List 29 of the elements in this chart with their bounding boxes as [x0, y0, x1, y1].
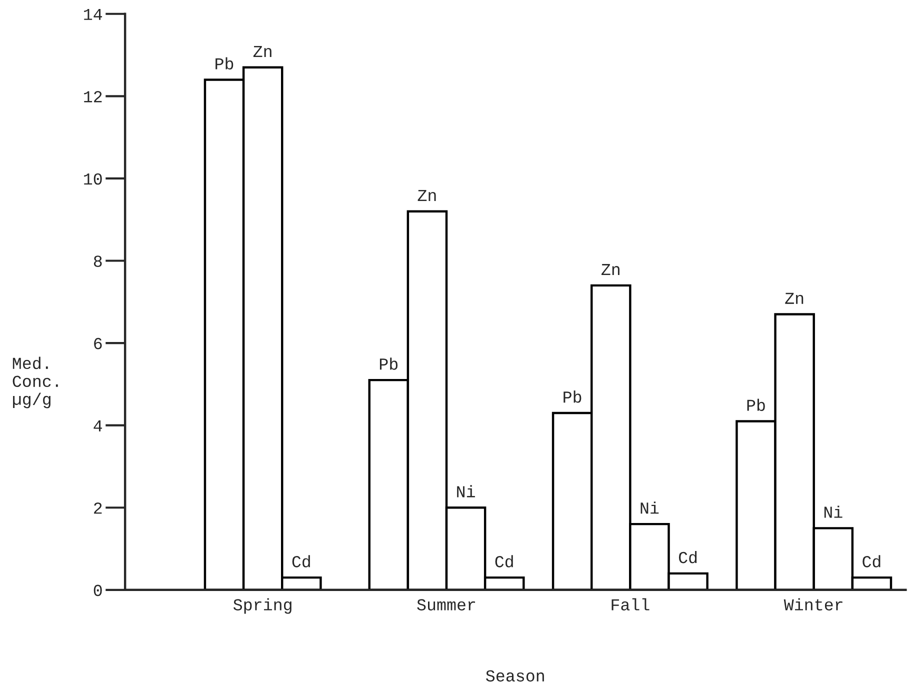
text: Cd — [862, 555, 880, 568]
y-tick-label: 2 — [94, 502, 102, 514]
text: Zn — [253, 46, 272, 57]
y-tick-label: 4 — [94, 420, 102, 432]
text: Pb — [564, 390, 582, 403]
text: Pb — [380, 358, 398, 370]
series-label: Pb — [747, 398, 765, 411]
y-tick-label: 12 — [84, 91, 102, 102]
text: Pb — [216, 57, 234, 70]
y-tick-label: 6 — [94, 338, 102, 350]
x-tick-label: Winter — [784, 598, 842, 610]
x-axis-title: Season — [486, 670, 544, 682]
x-tick-label: Summer — [417, 599, 476, 610]
series-label: Ni — [457, 485, 475, 498]
y-tick-label: 0 — [94, 584, 102, 596]
text: Cd — [495, 555, 513, 568]
series-label: Zn — [601, 264, 620, 276]
text: Zn — [785, 292, 804, 304]
text: Cd — [678, 550, 697, 564]
y-tick-label: 10 — [84, 173, 102, 185]
y-tick-label: 8 — [94, 256, 102, 267]
y-tick-label: 14 — [84, 8, 102, 20]
x-tick-label: Fall — [612, 598, 650, 610]
y-axis-title: Med. Conc. µg/g — [12, 356, 58, 408]
text: Zn — [418, 190, 436, 201]
series-label: Cd — [292, 555, 310, 568]
text: Ni — [640, 502, 659, 514]
x-tick-label: Spring — [233, 598, 292, 614]
text: Ni — [824, 506, 842, 518]
